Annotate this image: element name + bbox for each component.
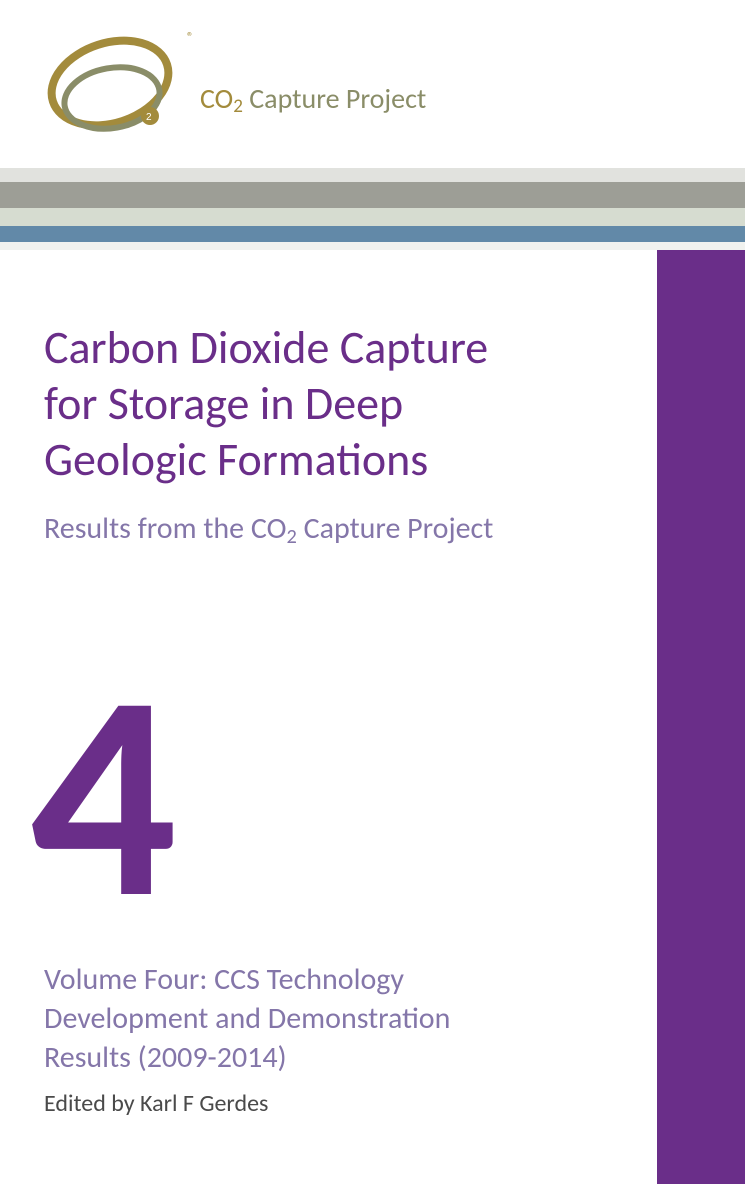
logo-co: CO — [200, 81, 233, 116]
logo-co2-text: CO2 — [200, 81, 243, 116]
logo-area: 2 ® CO2 Capture Project — [42, 28, 426, 148]
volume-block: Volume Four: CCS Technology Development … — [44, 960, 524, 1118]
svg-text:2: 2 — [146, 112, 152, 123]
title-line-3: Geologic Formations — [44, 432, 428, 488]
band-3 — [0, 208, 745, 226]
volume-line-2: Development and Demonstration — [44, 1000, 450, 1037]
volume-line-1: Volume Four: CCS Technology — [44, 961, 404, 998]
band-5 — [0, 242, 745, 250]
logo-svg: 2 — [42, 28, 192, 148]
subtitle-prefix: Results from the CO — [44, 510, 286, 547]
subtitle-sub: 2 — [286, 525, 296, 549]
volume-number: 4 — [30, 650, 177, 940]
subtitle: Results from the CO2 Capture Project — [44, 510, 604, 547]
volume-text: Volume Four: CCS Technology Development … — [44, 960, 524, 1077]
title-line-2: for Storage in Deep — [44, 376, 403, 432]
band-4 — [0, 226, 745, 242]
volume-line-3: Results (2009-2014) — [44, 1039, 287, 1076]
header-bands — [0, 168, 745, 250]
subtitle-suffix: Capture Project — [297, 510, 494, 547]
band-2 — [0, 182, 745, 208]
editor-line: Edited by Karl F Gerdes — [44, 1089, 524, 1118]
logo-rings: 2 — [42, 28, 192, 148]
logo-sub2: 2 — [233, 95, 243, 118]
logo-rest-text: Capture Project — [243, 81, 426, 116]
main-title: Carbon Dioxide Capture for Storage in De… — [44, 320, 604, 488]
band-1 — [0, 168, 745, 182]
purple-sidebar — [657, 250, 745, 1184]
title-line-1: Carbon Dioxide Capture — [44, 320, 488, 376]
logo-text: CO2 Capture Project — [200, 81, 426, 116]
registered-mark: ® — [187, 30, 194, 45]
